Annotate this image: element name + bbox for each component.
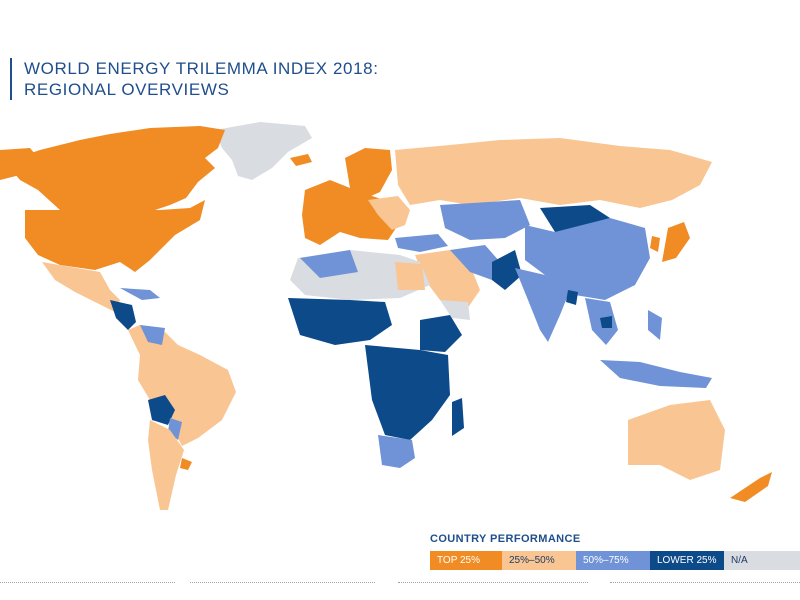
region-scandinavia[interactable]	[345, 148, 392, 200]
region-pakistan[interactable]	[492, 250, 522, 290]
region-china[interactable]	[525, 218, 650, 300]
region-bangladesh[interactable]	[566, 290, 578, 305]
region-bolivia[interactable]	[148, 395, 175, 425]
legend-item-na[interactable]: N/A	[724, 551, 800, 570]
region-turkey[interactable]	[395, 234, 448, 252]
map-title-line-1: WORLD ENERGY TRILEMMA INDEX 2018:	[24, 59, 379, 78]
region-mexico[interactable]	[42, 262, 120, 312]
region-iceland[interactable]	[290, 154, 312, 166]
region-venezuela[interactable]	[140, 325, 165, 345]
region-middle-east[interactable]	[415, 250, 480, 312]
legend-item-25-50[interactable]: 25%–50%	[502, 551, 576, 570]
map-title-line-2: REGIONAL OVERVIEWS	[24, 80, 230, 99]
region-canada[interactable]	[5, 126, 225, 210]
region-united-states[interactable]	[25, 200, 205, 272]
legend-title: COUNTRY PERFORMANCE	[430, 533, 581, 545]
footer-divider-2	[190, 582, 375, 583]
region-uruguay[interactable]	[180, 458, 192, 470]
region-kazakhstan[interactable]	[440, 200, 530, 240]
footer-divider-1	[0, 582, 175, 583]
region-japan[interactable]	[662, 222, 690, 262]
legend-item-50-75[interactable]: 50%–75%	[576, 551, 650, 570]
region-central-america[interactable]	[110, 300, 136, 330]
region-argentina[interactable]	[148, 420, 184, 510]
region-caribbean[interactable]	[120, 288, 160, 300]
region-horn-of-africa[interactable]	[440, 300, 470, 320]
region-madagascar[interactable]	[452, 398, 464, 436]
region-new-zealand[interactable]	[730, 472, 772, 502]
region-greenland[interactable]	[215, 122, 312, 180]
region-indonesia[interactable]	[600, 360, 712, 388]
region-india[interactable]	[515, 268, 570, 342]
region-eastern-europe[interactable]	[368, 196, 410, 230]
title-block: WORLD ENERGY TRILEMMA INDEX 2018: REGION…	[10, 58, 379, 100]
region-australia[interactable]	[628, 400, 725, 480]
region-korea[interactable]	[650, 236, 660, 252]
legend-item-lower-25[interactable]: LOWER 25%	[650, 551, 724, 570]
region-iran[interactable]	[450, 245, 500, 280]
region-southern-africa[interactable]	[378, 435, 415, 468]
legend-row: TOP 25% 25%–50% 50%–75% LOWER 25% N/A	[430, 551, 800, 570]
legend-item-top-25[interactable]: TOP 25%	[430, 551, 502, 570]
region-brazil[interactable]	[138, 345, 236, 446]
region-morocco-algeria[interactable]	[300, 250, 358, 278]
region-west-africa[interactable]	[288, 298, 392, 345]
region-east-africa[interactable]	[420, 315, 462, 352]
footer-divider-3	[398, 582, 588, 583]
region-cambodia[interactable]	[600, 316, 612, 328]
region-western-europe[interactable]	[302, 180, 400, 245]
world-map	[0, 122, 772, 510]
region-russia[interactable]	[395, 138, 712, 208]
region-philippines[interactable]	[648, 310, 662, 340]
legend: COUNTRY PERFORMANCE TOP 25% 25%–50% 50%–…	[430, 533, 800, 570]
footer-divider-4	[610, 582, 800, 583]
region-egypt[interactable]	[395, 262, 425, 290]
region-alaska[interactable]	[0, 148, 40, 180]
region-central-africa[interactable]	[365, 345, 450, 440]
